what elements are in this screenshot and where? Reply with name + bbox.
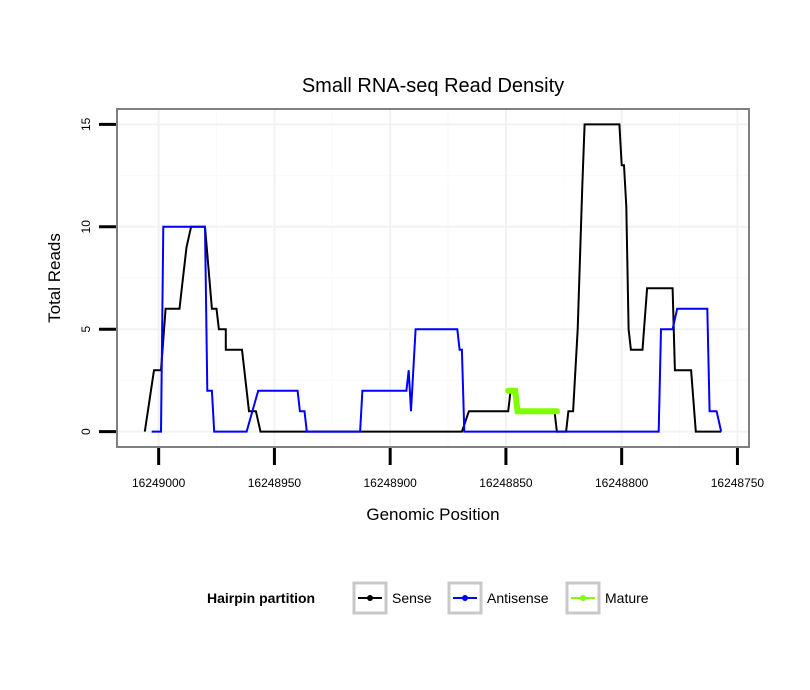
series-line-antisense [151, 225, 723, 433]
legend: Hairpin partition Sense Antisense Mature [207, 581, 649, 615]
legend-point-antisense [462, 595, 468, 601]
legend-point-mature [580, 595, 586, 601]
legend-item-mature: Mature [565, 581, 649, 615]
legend-label-mature: Mature [605, 590, 649, 606]
x-tick-label: 16248850 [479, 476, 533, 490]
series-lines [143, 123, 723, 433]
legend-item-sense: Sense [352, 581, 432, 615]
plot-panel [116, 108, 750, 448]
x-tick-label: 16248800 [595, 476, 649, 490]
legend-point-sense [367, 595, 373, 601]
chart-title: Small RNA-seq Read Density [302, 75, 564, 97]
x-tick-label: 16248950 [248, 476, 302, 490]
y-axis: 0 5 10 15 [79, 117, 116, 435]
legend-label-antisense: Antisense [487, 590, 549, 606]
x-tick-label: 16249000 [132, 476, 186, 490]
legend-title: Hairpin partition [207, 590, 315, 606]
x-axis-label: Genomic Position [366, 505, 499, 524]
legend-item-antisense: Antisense [447, 581, 549, 615]
y-tick-label: 10 [79, 220, 93, 234]
y-tick-label: 15 [79, 117, 93, 131]
panel-border [116, 108, 750, 448]
y-axis-label: Total Reads [45, 233, 64, 323]
legend-label-sense: Sense [392, 590, 432, 606]
y-tick-label: 0 [79, 428, 93, 435]
y-tick-label: 5 [79, 326, 93, 333]
x-axis: 16249000 16248950 16248900 16248850 16248800… [132, 448, 764, 490]
x-tick-label: 16248900 [363, 476, 417, 490]
x-tick-label: 16248750 [711, 476, 765, 490]
series-line-mature [505, 387, 560, 415]
